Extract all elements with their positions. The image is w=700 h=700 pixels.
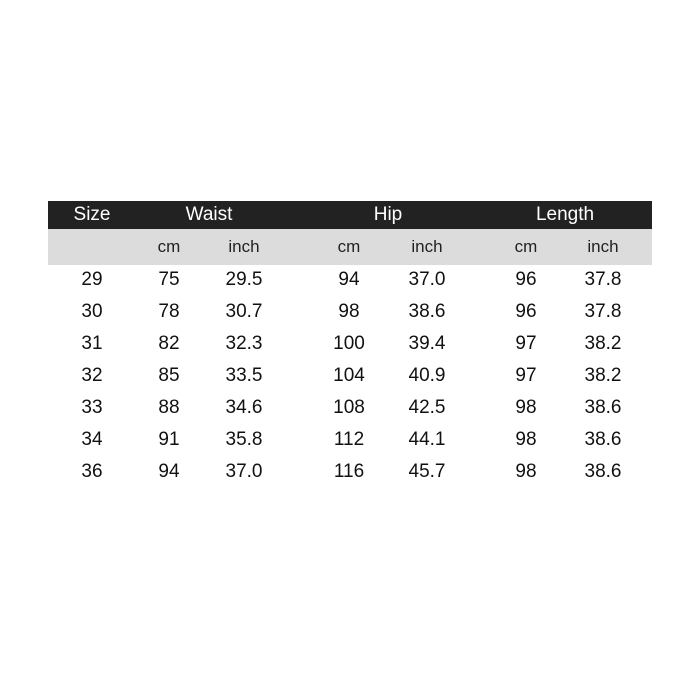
cell-length-cm: 96: [515, 301, 537, 322]
cell-hip-inch: 44.1: [408, 429, 446, 450]
cell-length-cm: 97: [515, 333, 537, 354]
cell-length-cm: 97: [515, 365, 537, 386]
cell-size: 36: [81, 461, 103, 482]
cell-length-inch: 37.8: [584, 269, 622, 290]
cell-hip-cm: 100: [333, 333, 365, 354]
header-waist: Waist: [185, 204, 233, 225]
header-length: Length: [535, 204, 595, 225]
cell-hip-cm: 98: [338, 301, 360, 322]
unit-length-cm: cm: [514, 237, 538, 256]
cell-hip-inch: 37.0: [408, 269, 446, 290]
cell-size: 33: [81, 397, 103, 418]
header-hip: Hip: [373, 204, 403, 225]
cell-length-cm: 96: [515, 269, 537, 290]
cell-length-inch: 38.6: [584, 429, 622, 450]
cell-waist-inch: 37.0: [225, 461, 263, 482]
table-row: 30 78 30.7 98 38.6 96 37.8: [48, 297, 652, 329]
cell-hip-inch: 40.9: [408, 365, 446, 386]
cell-size: 29: [81, 269, 103, 290]
table-row: 33 88 34.6 108 42.5 98 38.6: [48, 393, 652, 425]
cell-hip-inch: 45.7: [408, 461, 446, 482]
unit-waist-inch: inch: [228, 237, 260, 256]
cell-waist-cm: 82: [158, 333, 180, 354]
header-size: Size: [73, 204, 111, 225]
cell-length-inch: 38.2: [584, 333, 622, 354]
unit-hip-inch: inch: [411, 237, 443, 256]
cell-length-inch: 38.2: [584, 365, 622, 386]
cell-waist-cm: 91: [158, 429, 180, 450]
unit-waist-cm: cm: [157, 237, 181, 256]
cell-waist-inch: 32.3: [225, 333, 263, 354]
cell-waist-inch: 35.8: [225, 429, 263, 450]
table-header: Size Waist Hip Length: [48, 201, 652, 229]
cell-size: 32: [81, 365, 103, 386]
cell-length-inch: 37.8: [584, 301, 622, 322]
cell-size: 34: [81, 429, 103, 450]
cell-hip-cm: 116: [333, 461, 365, 482]
unit-length-inch: inch: [587, 237, 619, 256]
cell-size: 31: [81, 333, 103, 354]
table-row: 32 85 33.5 104 40.9 97 38.2: [48, 361, 652, 393]
cell-size: 30: [81, 301, 103, 322]
cell-waist-cm: 94: [158, 461, 180, 482]
cell-hip-cm: 104: [333, 365, 365, 386]
table-row: 31 82 32.3 100 39.4 97 38.2: [48, 329, 652, 361]
cell-waist-inch: 33.5: [225, 365, 263, 386]
cell-hip-inch: 42.5: [408, 397, 446, 418]
cell-length-cm: 98: [515, 397, 537, 418]
size-chart-table: Size Waist Hip Length cm inch cm inch cm inch…: [48, 201, 652, 497]
cell-waist-cm: 88: [158, 397, 180, 418]
cell-waist-cm: 75: [158, 269, 180, 290]
cell-waist-inch: 30.7: [225, 301, 263, 322]
cell-hip-inch: 39.4: [408, 333, 446, 354]
cell-waist-cm: 85: [158, 365, 180, 386]
cell-length-inch: 38.6: [584, 461, 622, 482]
cell-waist-inch: 34.6: [225, 397, 263, 418]
unit-hip-cm: cm: [337, 237, 361, 256]
cell-waist-inch: 29.5: [225, 269, 263, 290]
cell-length-inch: 38.6: [584, 397, 622, 418]
cell-hip-cm: 108: [333, 397, 365, 418]
unit-subheader: cm inch cm inch cm inch: [48, 229, 652, 265]
table-row: 29 75 29.5 94 37.0 96 37.8: [48, 265, 652, 297]
cell-length-cm: 98: [515, 429, 537, 450]
cell-hip-cm: 112: [333, 429, 365, 450]
cell-length-cm: 98: [515, 461, 537, 482]
cell-hip-cm: 94: [338, 269, 360, 290]
cell-waist-cm: 78: [158, 301, 180, 322]
cell-hip-inch: 38.6: [408, 301, 446, 322]
table-row: 36 94 37.0 116 45.7 98 38.6: [48, 457, 652, 489]
table-row: 34 91 35.8 112 44.1 98 38.6: [48, 425, 652, 457]
